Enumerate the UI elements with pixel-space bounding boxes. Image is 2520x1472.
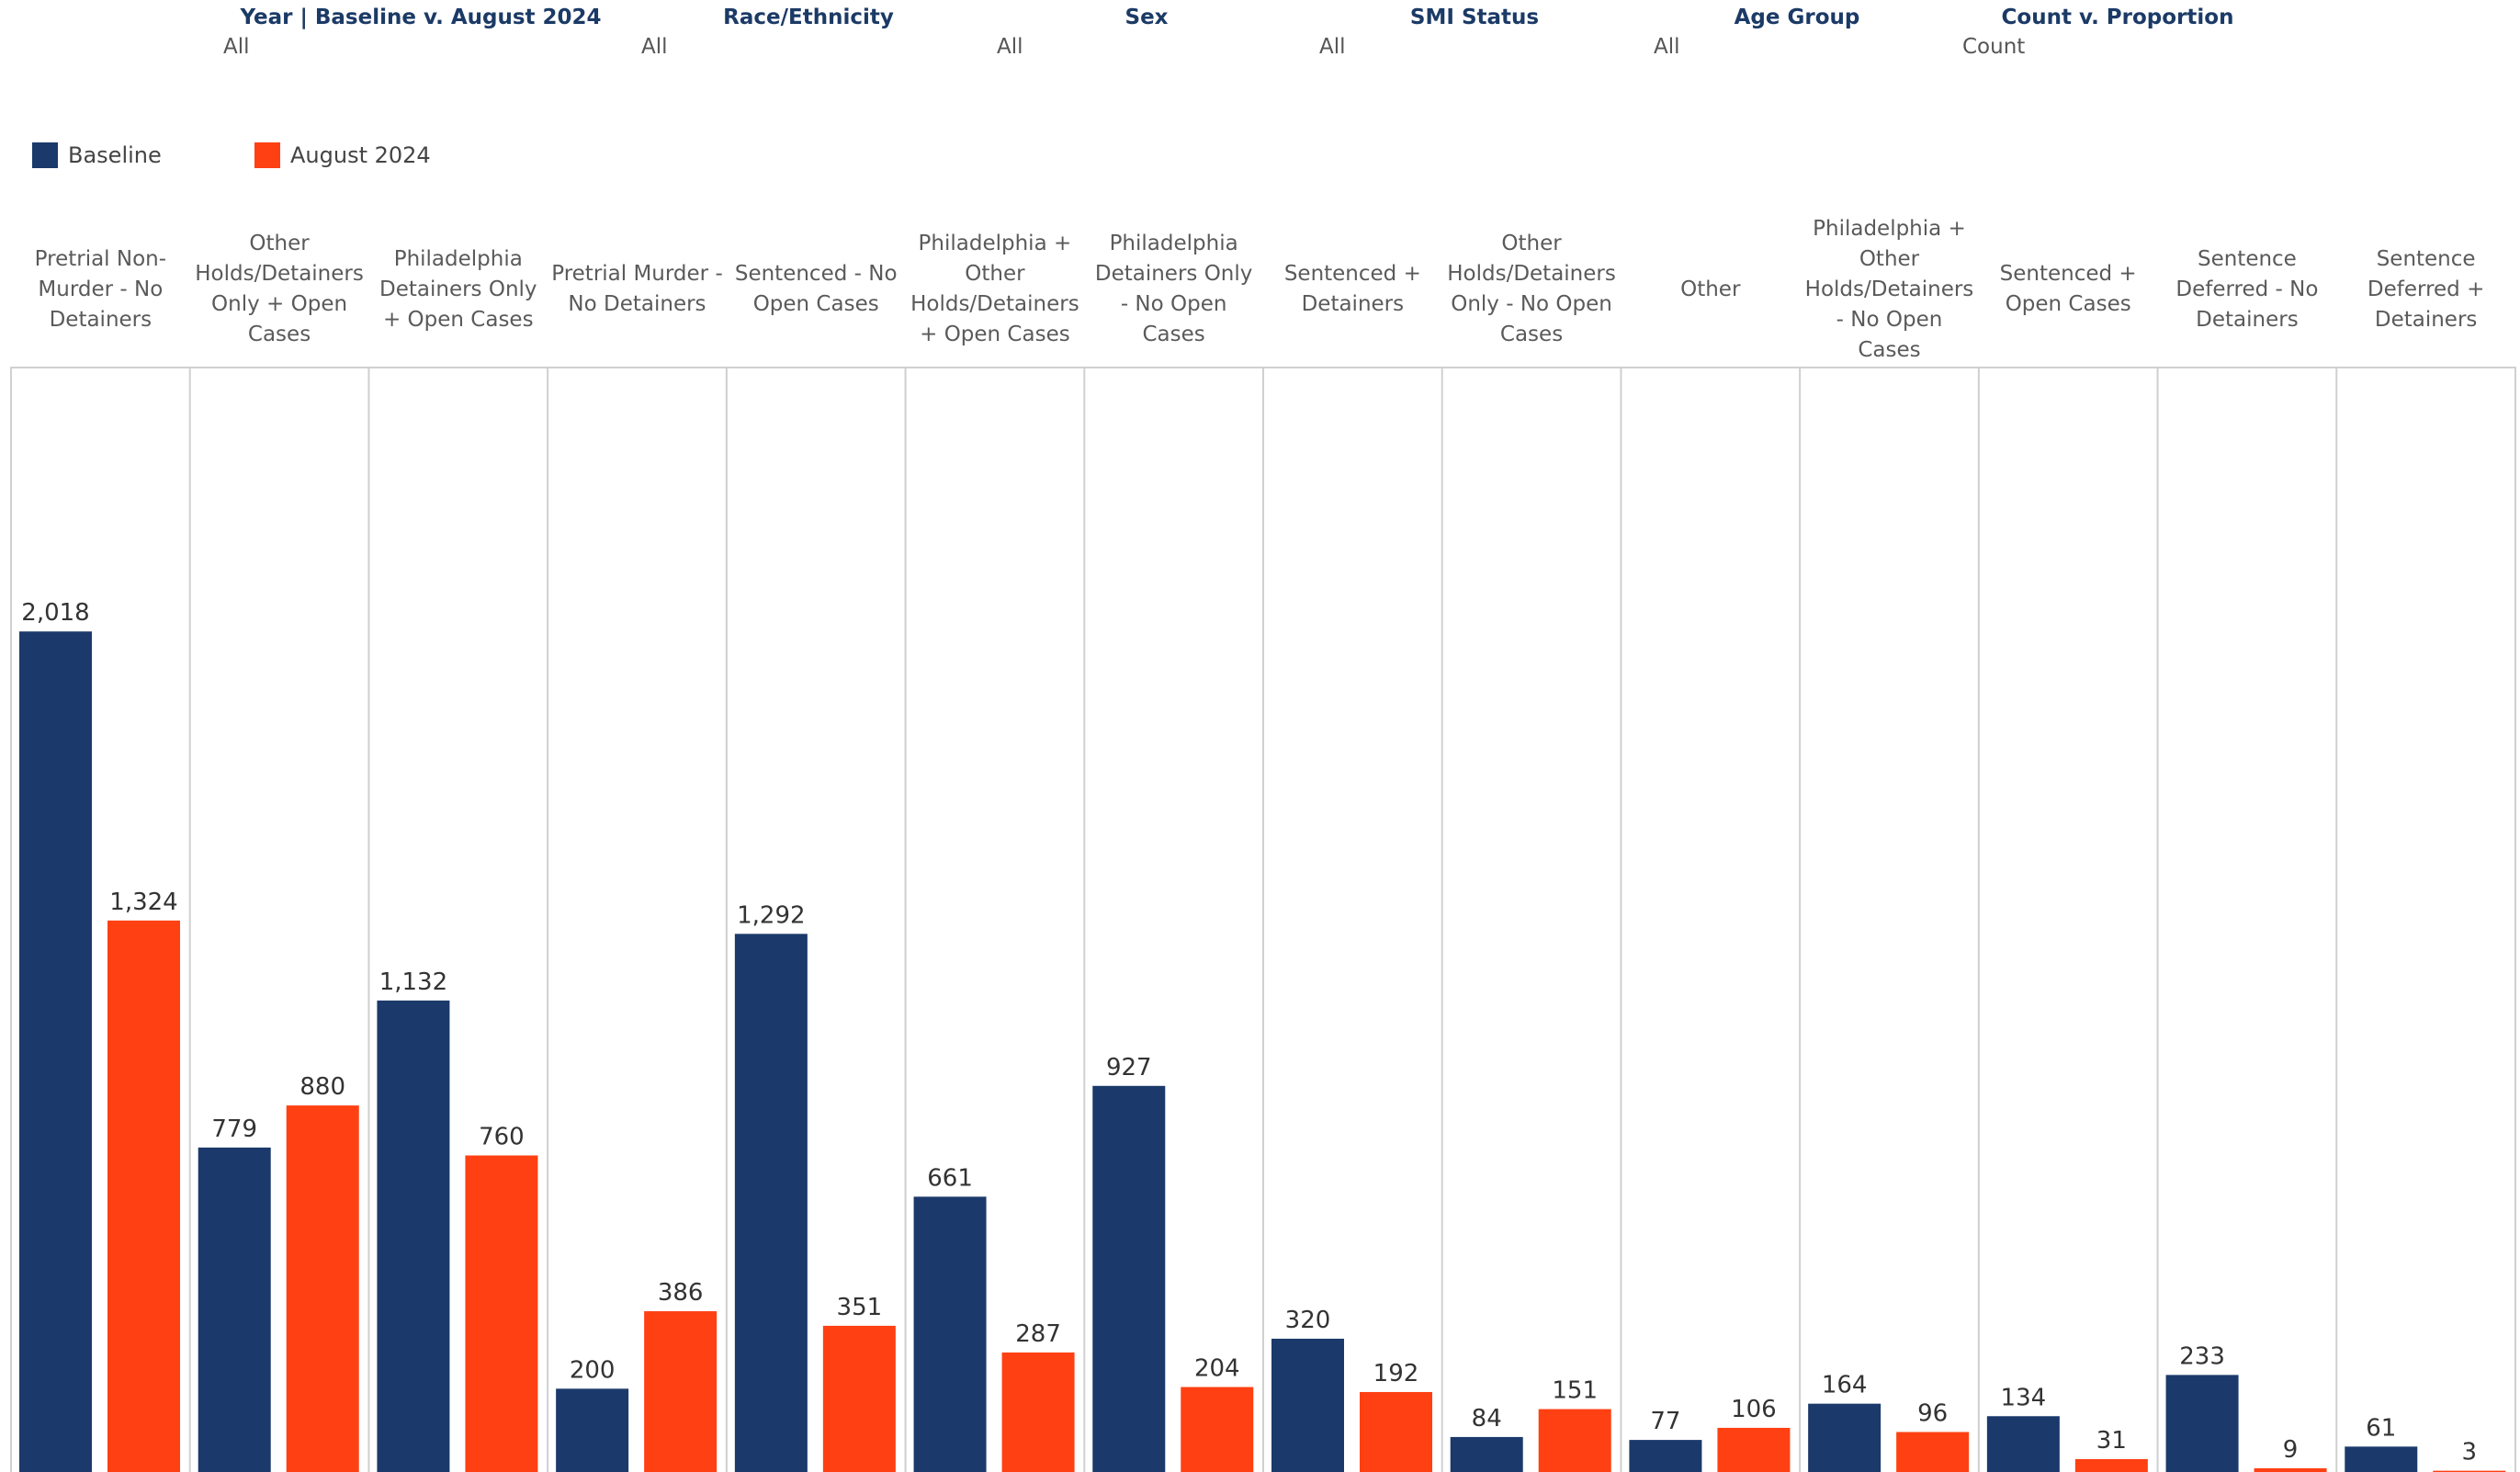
data-label-baseline: 1,292	[737, 901, 805, 929]
category-header: Pretrial Murder - No Detainers	[551, 262, 723, 316]
data-label-august-2024: 351	[837, 1294, 883, 1321]
filter-label: Race/Ethnicity	[723, 6, 894, 29]
bar-august-2024[interactable]	[2254, 1467, 2327, 1472]
filter-label: Age Group	[1734, 6, 1860, 29]
data-label-baseline: 233	[2179, 1342, 2225, 1370]
data-label-baseline: 84	[1472, 1405, 1502, 1432]
bar-august-2024[interactable]	[465, 1155, 538, 1472]
legend-swatch	[254, 142, 280, 168]
bar-baseline[interactable]	[2165, 1375, 2239, 1472]
filter-value[interactable]: All	[1654, 35, 1680, 59]
data-label-august-2024: 9	[2283, 1436, 2299, 1464]
data-label-august-2024: 151	[1552, 1377, 1598, 1405]
data-label-august-2024: 106	[1731, 1396, 1777, 1423]
category-header: Sentenced + Detainers	[1283, 262, 1421, 316]
category-header: Other Holds/Detainers Only + Open Cases	[195, 232, 364, 346]
filter-bar: Year | Baseline v. August 2024 All Race/…	[0, 0, 2520, 74]
data-label-baseline: 134	[2001, 1384, 2047, 1411]
bar-august-2024[interactable]	[1538, 1409, 1611, 1472]
bar-august-2024[interactable]	[1001, 1352, 1075, 1472]
data-label-august-2024: 880	[299, 1073, 345, 1101]
data-label-august-2024: 386	[658, 1279, 704, 1307]
column-headers: Pretrial Non-Murder - No Detainers Other …	[11, 216, 2515, 363]
bar-august-2024[interactable]	[1717, 1427, 1791, 1472]
data-label-baseline: 779	[211, 1115, 257, 1143]
bar-august-2024[interactable]	[822, 1325, 896, 1472]
filter-value[interactable]: All	[1319, 35, 1346, 59]
data-label-baseline: 61	[2366, 1414, 2396, 1442]
data-label-august-2024: 760	[479, 1123, 525, 1150]
filter-label: Sex	[1124, 6, 1169, 29]
category-header: Sentence Deferred + Detainers	[2367, 246, 2485, 332]
filter-value[interactable]: All	[223, 35, 250, 59]
category-header: Philadelphia + Other Holds/Detainers - N…	[1804, 216, 1974, 362]
data-label-baseline: 2,018	[21, 599, 89, 627]
bar-baseline[interactable]	[1092, 1085, 1166, 1472]
bar-baseline[interactable]	[556, 1388, 629, 1472]
data-label-baseline: 1,132	[379, 968, 447, 996]
bar-baseline[interactable]	[1271, 1338, 1344, 1472]
category-header: Philadelphia + Other Holds/Detainers + O…	[910, 232, 1079, 346]
legend-label: August 2024	[290, 142, 431, 168]
filter-label: Year | Baseline v. August 2024	[240, 6, 602, 29]
data-label-august-2024: 204	[1194, 1355, 1240, 1383]
data-label-baseline: 200	[570, 1356, 616, 1384]
bar-baseline[interactable]	[1986, 1416, 2060, 1472]
data-label-august-2024: 287	[1015, 1320, 1061, 1348]
category-header: Sentenced + Open Cases	[1999, 262, 2137, 316]
bar-baseline[interactable]	[734, 934, 808, 1472]
category-header: Other	[1680, 277, 1741, 301]
category-header: Philadelphia Detainers Only + Open Cases	[379, 246, 537, 332]
bar-baseline[interactable]	[1808, 1403, 1882, 1472]
legend-item-august-2024[interactable]: August 2024	[254, 142, 431, 168]
data-label-august-2024: 3	[2462, 1439, 2478, 1466]
bar-baseline[interactable]	[1629, 1440, 1702, 1472]
data-label-baseline: 320	[1285, 1307, 1331, 1334]
filter-value[interactable]: All	[641, 35, 668, 59]
data-label-august-2024: 1,324	[109, 889, 177, 916]
data-label-baseline: 661	[927, 1164, 973, 1192]
category-header: Pretrial Non-Murder - No Detainers	[34, 246, 167, 332]
data-label-baseline: 927	[1106, 1054, 1152, 1081]
data-label-august-2024: 192	[1373, 1360, 1419, 1387]
bar-august-2024[interactable]	[1181, 1387, 1254, 1472]
category-header: Sentenced - No Open Cases	[734, 262, 898, 316]
category-header: Sentence Deferred - No Detainers	[2175, 246, 2319, 332]
bar-august-2024[interactable]	[1896, 1432, 1970, 1472]
bar-baseline[interactable]	[19, 631, 92, 1472]
filter-value[interactable]: Count	[1962, 35, 2026, 59]
data-label-august-2024: 31	[2096, 1427, 2127, 1455]
bar-baseline[interactable]	[1450, 1436, 1523, 1472]
legend-item-baseline[interactable]: Baseline	[32, 142, 162, 168]
bar-august-2024[interactable]	[2074, 1458, 2148, 1472]
bar-august-2024[interactable]	[286, 1105, 359, 1472]
bar-baseline[interactable]	[913, 1196, 987, 1472]
legend-label: Baseline	[68, 142, 162, 168]
filter-label: Count v. Proportion	[2001, 6, 2234, 29]
bar-baseline[interactable]	[377, 1000, 450, 1472]
category-header: Philadelphia Detainers Only - No Open Ca…	[1094, 232, 1253, 346]
data-label-baseline: 77	[1650, 1408, 1680, 1435]
category-header: Other Holds/Detainers Only - No Open Cas…	[1447, 232, 1616, 346]
bar-august-2024[interactable]	[107, 920, 180, 1472]
bar-baseline[interactable]	[198, 1147, 271, 1472]
data-label-august-2024: 96	[1917, 1399, 1948, 1427]
legend-swatch	[32, 142, 58, 168]
filter-label: SMI Status	[1409, 6, 1540, 29]
bar-baseline[interactable]	[2345, 1446, 2418, 1472]
filter-value[interactable]: All	[997, 35, 1023, 59]
data-label-baseline: 164	[1822, 1372, 1868, 1399]
bar-august-2024[interactable]	[1360, 1391, 1432, 1472]
bar-august-2024[interactable]	[2433, 1470, 2506, 1472]
bar-august-2024[interactable]	[644, 1311, 718, 1472]
